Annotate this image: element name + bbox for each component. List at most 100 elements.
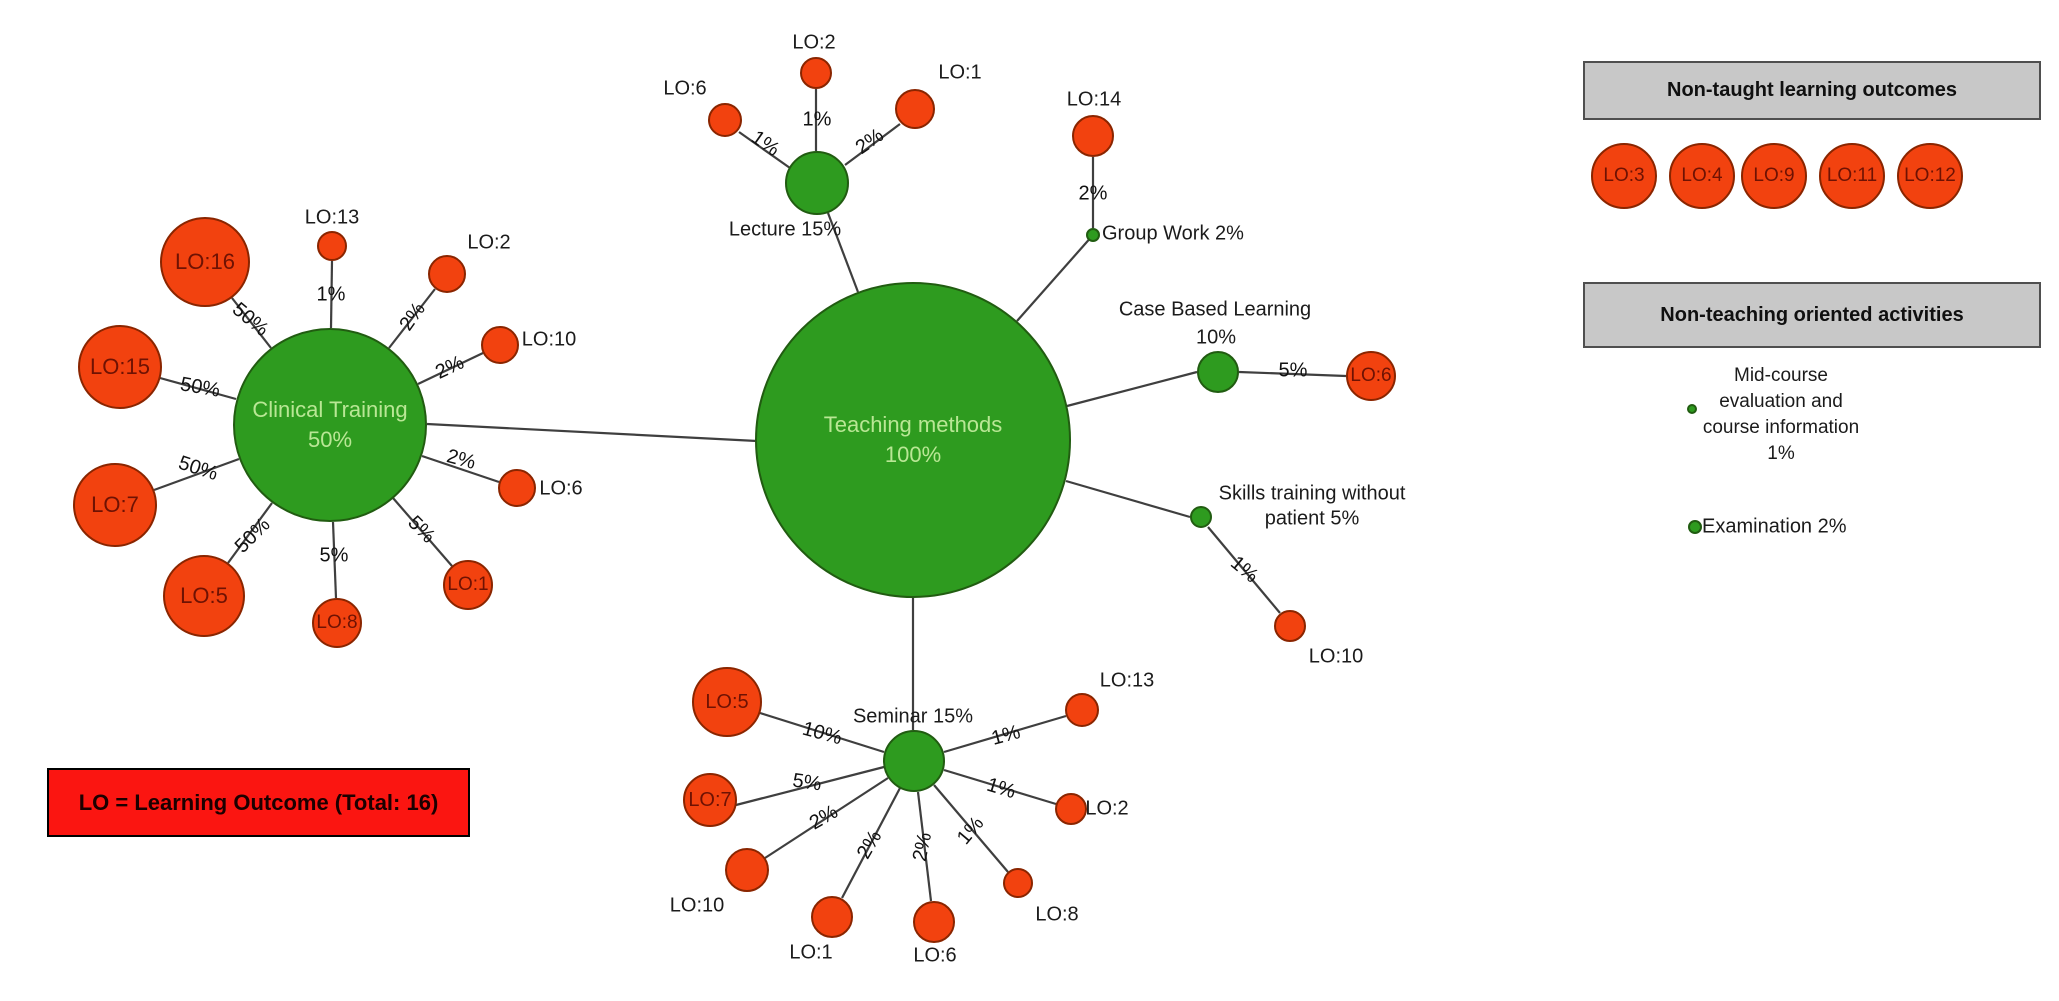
midcourse-line-4: 1%	[1767, 443, 1795, 464]
link-seminar-lo7	[735, 765, 885, 807]
link-lecture-lo6	[738, 131, 791, 169]
clinical-training-label: Clinical Training 50%	[252, 397, 408, 452]
link-clinical-lo10	[417, 352, 484, 385]
non-taught-outcomes-header: Non-taught learning outcomes	[1583, 61, 2041, 120]
case-based-learning-label: Case Based Learning	[1118, 298, 1312, 321]
casebased-lo6-pct: 5%	[1278, 359, 1308, 382]
case-based-learning-pct-label: 10%	[1195, 326, 1237, 349]
clinical-lo13-label: LO:13	[304, 206, 360, 229]
seminar-lo13-node	[1065, 693, 1099, 727]
lecture-lo2-node	[800, 57, 832, 89]
link-lecture-lo1	[844, 123, 901, 166]
non-taught-lo11-node: LO:11	[1819, 143, 1885, 209]
clinical-lo10-label: LO:10	[521, 328, 577, 351]
seminar-label: Seminar 15%	[852, 705, 974, 728]
link-seminar-lo13	[943, 714, 1067, 754]
clinical-lo16-node: LO:16	[160, 217, 250, 307]
lecture-lo2-label: LO:2	[792, 31, 836, 54]
skills-training-node	[1190, 506, 1212, 528]
legend-text: LO = Learning Outcome (Total: 16)	[78, 789, 439, 815]
link-seminar-lo5	[759, 711, 885, 754]
midcourse-line-2: evaluation and	[1719, 391, 1843, 412]
non-taught-lo3-node: LO:3	[1591, 143, 1657, 209]
midcourse-line-1: Mid-course	[1734, 365, 1828, 386]
link-seminar-lo10	[764, 777, 889, 859]
midcourse-evaluation-label: Mid-course evaluation and course informa…	[1660, 363, 1902, 467]
non-taught-lo4-node: LO:4	[1669, 143, 1735, 209]
link-teaching-casebased	[1066, 370, 1198, 408]
link-clinical-lo2	[388, 288, 436, 349]
teaching-methods-node: Teaching methods 100%	[755, 282, 1071, 598]
lecture-node	[785, 151, 849, 215]
link-clinical-lo7	[153, 457, 240, 492]
clinical-lo6-node	[498, 469, 536, 507]
link-skills-lo10	[1207, 526, 1281, 614]
seminar-lo7-node: LO:7	[683, 773, 737, 827]
link-teaching-clinical	[426, 422, 758, 443]
seminar-lo8-node	[1003, 868, 1033, 898]
seminar-lo8-label: LO:8	[1035, 903, 1079, 926]
skills-lo10-node	[1274, 610, 1306, 642]
lecture-lo6-label: LO:6	[663, 77, 707, 100]
link-teaching-skills	[1065, 479, 1191, 519]
link-clinical-lo6	[421, 454, 500, 484]
link-teaching-groupwork	[1016, 234, 1094, 322]
clinical-lo8-node: LO:8	[312, 598, 362, 648]
lecture-label: Lecture 15%	[728, 218, 842, 241]
clinical-lo10-node	[481, 326, 519, 364]
clinical-lo5-node: LO:5	[163, 555, 245, 637]
link-clinical-lo1	[392, 497, 453, 567]
link-seminar-lo2	[943, 768, 1057, 806]
seminar-lo2-label: LO:2	[1085, 797, 1129, 820]
seminar-lo1-label: LO:1	[789, 941, 833, 964]
link-clinical-lo15	[159, 376, 237, 401]
skills-training-label-line1: Skills training without	[1218, 482, 1406, 505]
seminar-lo6-node	[913, 901, 955, 943]
midcourse-line-3: course information	[1702, 417, 1860, 438]
group-work-node	[1086, 228, 1100, 242]
clinical-training-node: Clinical Training 50%	[233, 328, 427, 522]
link-seminar-lo6	[916, 791, 933, 902]
groupwork-lo14-pct: 2%	[1078, 182, 1108, 205]
link-clinical-lo16	[231, 297, 272, 349]
seminar-lo10-node	[725, 848, 769, 892]
link-casebased-lo6	[1238, 370, 1347, 378]
seminar-lo1-node	[811, 896, 853, 938]
link-seminar-lo1	[841, 787, 901, 899]
groupwork-lo14-label: LO:14	[1066, 88, 1122, 111]
link-teaching-lecture	[826, 212, 860, 293]
seminar-lo6-label: LO:6	[913, 944, 957, 967]
clinical-lo2-node	[428, 255, 466, 293]
lecture-lo1-node	[895, 89, 935, 129]
seminar-lo2-node	[1055, 793, 1087, 825]
lecture-lo2-pct: 1%	[802, 108, 832, 131]
clinical-lo13-node	[317, 231, 347, 261]
clinical-lo1-node: LO:1	[443, 560, 493, 610]
teaching-methods-label: Teaching methods 100%	[823, 412, 1003, 467]
lecture-lo6-node	[708, 103, 742, 137]
examination-node	[1688, 520, 1702, 534]
seminar-lo7-pct: 5%	[791, 769, 823, 796]
casebased-lo6-node: LO:6	[1346, 351, 1396, 401]
clinical-lo13-pct: 1%	[316, 283, 346, 306]
non-taught-lo9-node: LO:9	[1741, 143, 1807, 209]
seminar-lo5-node: LO:5	[692, 667, 762, 737]
skills-training-label-line2: patient 5%	[1264, 507, 1360, 530]
examination-label: Examination 2%	[1702, 515, 1847, 538]
midcourse-evaluation-node	[1687, 404, 1697, 414]
clinical-lo15-node: LO:15	[78, 325, 162, 409]
seminar-lo10-label: LO:10	[669, 894, 725, 917]
case-based-learning-node	[1197, 351, 1239, 393]
legend-box: LO = Learning Outcome (Total: 16)	[47, 768, 470, 837]
non-teaching-activities-header: Non-teaching oriented activities	[1583, 282, 2041, 348]
seminar-lo13-label: LO:13	[1099, 669, 1155, 692]
clinical-lo2-label: LO:2	[467, 231, 511, 254]
link-clinical-lo8	[331, 521, 338, 599]
seminar-node	[883, 730, 945, 792]
link-clinical-lo5	[227, 502, 273, 564]
link-seminar-lo8	[933, 784, 1009, 873]
clinical-lo7-node: LO:7	[73, 463, 157, 547]
group-work-label: Group Work 2%	[1102, 222, 1244, 245]
